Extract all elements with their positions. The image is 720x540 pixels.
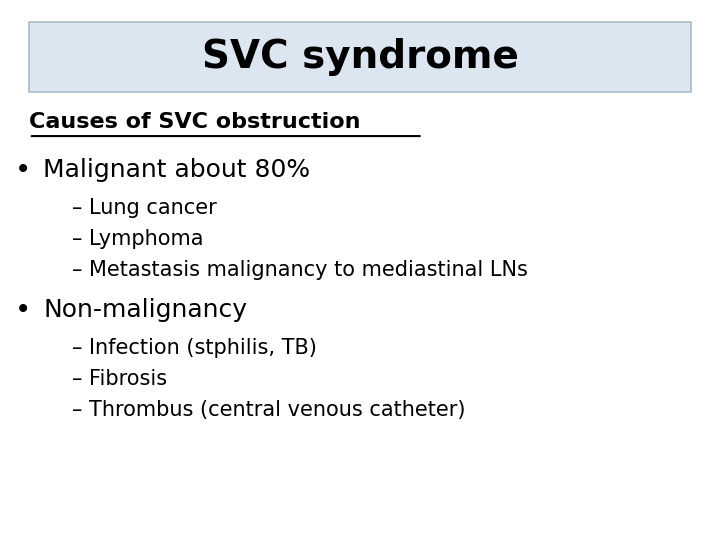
Text: – Infection (stphilis, TB): – Infection (stphilis, TB) bbox=[72, 338, 317, 359]
Text: •: • bbox=[14, 156, 31, 184]
Text: – Lung cancer: – Lung cancer bbox=[72, 198, 217, 218]
FancyBboxPatch shape bbox=[29, 22, 691, 92]
Text: Causes of SVC obstruction: Causes of SVC obstruction bbox=[29, 112, 360, 132]
Text: – Metastasis malignancy to mediastinal LNs: – Metastasis malignancy to mediastinal L… bbox=[72, 260, 528, 280]
Text: – Fibrosis: – Fibrosis bbox=[72, 369, 167, 389]
Text: – Thrombus (central venous catheter): – Thrombus (central venous catheter) bbox=[72, 400, 466, 421]
Text: – Lymphoma: – Lymphoma bbox=[72, 228, 204, 249]
Text: Malignant about 80%: Malignant about 80% bbox=[43, 158, 310, 182]
Text: SVC syndrome: SVC syndrome bbox=[202, 38, 518, 76]
Text: •: • bbox=[14, 296, 31, 325]
Text: Non-malignancy: Non-malignancy bbox=[43, 299, 247, 322]
